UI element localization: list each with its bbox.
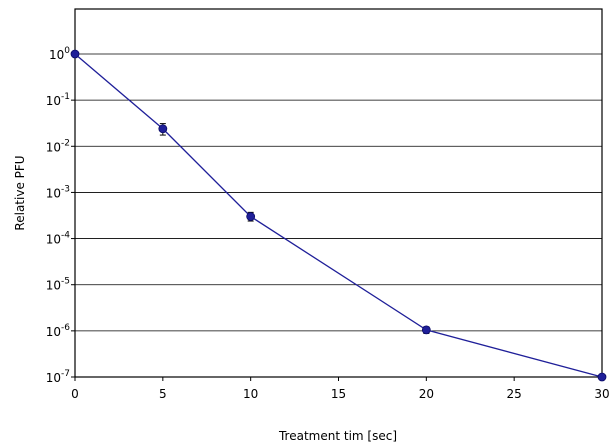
y-tick-label: 10-3 xyxy=(46,184,70,200)
y-tick-base: 10 xyxy=(46,94,61,108)
x-axis-title: Treatment tim [sec] xyxy=(278,429,397,443)
y-tick-label: 10-2 xyxy=(46,138,70,154)
y-tick-label: 100 xyxy=(49,46,70,62)
y-tick-exponent: -6 xyxy=(61,323,70,333)
x-tick-label: 20 xyxy=(419,387,434,401)
y-tick-exponent: -7 xyxy=(61,369,70,379)
y-tick-label: 10-7 xyxy=(46,369,70,385)
x-tick-label: 5 xyxy=(159,387,167,401)
y-tick-label: 10-1 xyxy=(46,92,70,108)
y-tick-exponent: -4 xyxy=(61,231,70,241)
y-tick-base: 10 xyxy=(46,233,61,247)
y-tick-exponent: -3 xyxy=(61,184,70,194)
gridlines xyxy=(75,53,602,332)
y-tick-label: 10-4 xyxy=(46,231,71,247)
y-tick-label: 10-6 xyxy=(46,323,71,339)
data-point xyxy=(597,372,607,382)
series-layer xyxy=(70,49,607,382)
data-point xyxy=(421,325,431,335)
data-point xyxy=(158,124,168,134)
y-tick-base: 10 xyxy=(46,140,61,154)
x-tick-label: 0 xyxy=(71,387,79,401)
y-tick-exponent: -5 xyxy=(61,277,70,287)
y-tick-exponent: -1 xyxy=(61,92,70,102)
y-tick-label: 10-5 xyxy=(46,277,70,293)
y-tick-exponent: 0 xyxy=(64,46,70,56)
y-tick-base: 10 xyxy=(46,186,61,200)
x-tick-label: 15 xyxy=(331,387,346,401)
y-tick-base: 10 xyxy=(46,371,61,385)
x-axis-ticks: 0 5 10 15 20 25 30 xyxy=(71,377,610,401)
y-tick-base: 10 xyxy=(49,48,64,62)
y-tick-base: 10 xyxy=(46,279,61,293)
x-tick-label: 10 xyxy=(243,387,258,401)
y-axis-title: Relative PFU xyxy=(13,155,27,230)
x-tick-label: 25 xyxy=(507,387,522,401)
y-tick-base: 10 xyxy=(46,325,61,339)
y-tick-exponent: -2 xyxy=(61,138,70,148)
data-point xyxy=(70,49,80,59)
x-tick-label: 30 xyxy=(594,387,609,401)
data-point xyxy=(246,212,256,221)
